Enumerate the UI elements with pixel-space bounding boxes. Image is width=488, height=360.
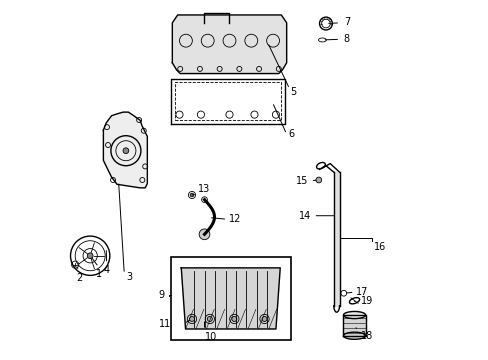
Text: 4: 4 (103, 265, 109, 275)
Text: 6: 6 (288, 129, 294, 139)
Polygon shape (343, 315, 365, 336)
Text: 8: 8 (343, 34, 349, 44)
Circle shape (315, 177, 321, 183)
Text: 10: 10 (205, 332, 217, 342)
Circle shape (231, 316, 236, 321)
Ellipse shape (343, 332, 365, 339)
Text: 3: 3 (125, 272, 132, 282)
Text: 12: 12 (229, 214, 241, 224)
Circle shape (199, 229, 209, 240)
Text: 19: 19 (360, 296, 372, 306)
Circle shape (262, 316, 266, 321)
Circle shape (123, 148, 128, 154)
Ellipse shape (343, 311, 365, 319)
Text: 14: 14 (298, 211, 310, 221)
Circle shape (189, 316, 194, 321)
Text: 2: 2 (76, 273, 82, 283)
Polygon shape (333, 172, 339, 306)
Bar (170, 257, 290, 341)
Text: 18: 18 (360, 332, 372, 342)
Polygon shape (181, 268, 280, 329)
Text: 11: 11 (159, 319, 171, 329)
Text: 5: 5 (290, 87, 296, 97)
Polygon shape (103, 112, 147, 188)
Text: 9: 9 (158, 291, 164, 300)
Text: 13: 13 (198, 184, 210, 194)
Text: 16: 16 (373, 242, 386, 252)
Circle shape (87, 253, 93, 258)
Polygon shape (172, 15, 286, 73)
Circle shape (207, 316, 212, 321)
Circle shape (190, 193, 193, 197)
Text: 7: 7 (343, 17, 349, 27)
Text: 15: 15 (295, 176, 307, 186)
Text: 1: 1 (96, 269, 102, 279)
Text: 17: 17 (356, 287, 368, 297)
